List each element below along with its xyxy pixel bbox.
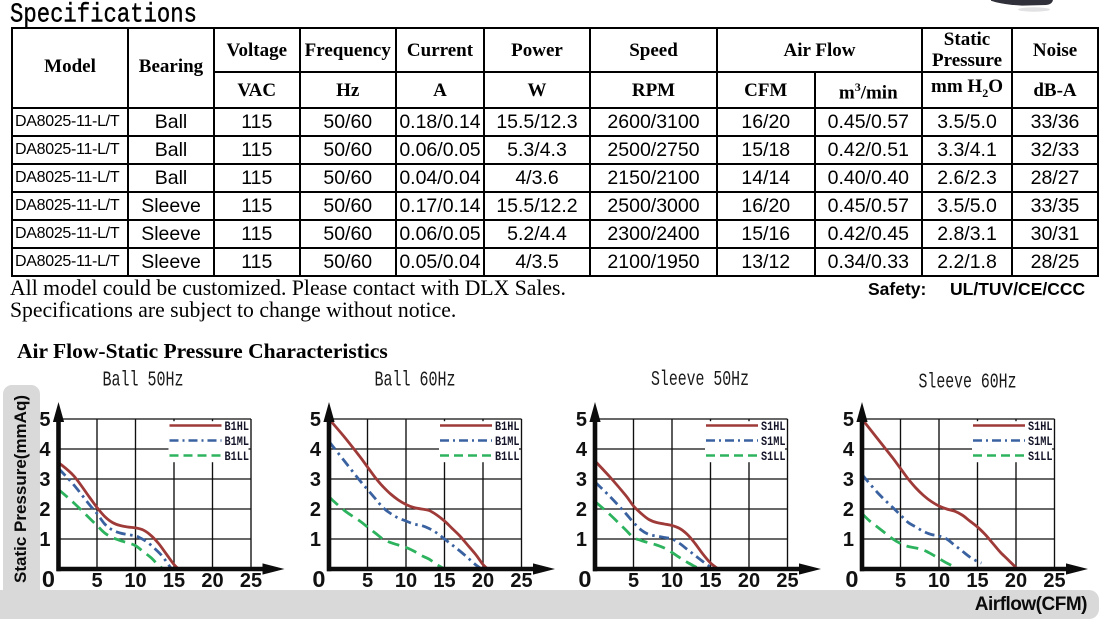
svg-text:20: 20 [1005,570,1027,592]
svg-text:0: 0 [312,566,325,592]
svg-text:Sleeve 50Hz: Sleeve 50Hz [651,369,749,392]
svg-text:5: 5 [843,409,854,431]
svg-text:1: 1 [310,529,321,551]
svg-text:3: 3 [843,469,854,491]
svg-text:S1HL: S1HL [1028,419,1053,434]
svg-text:S1HL: S1HL [761,419,786,434]
svg-text:B1LL: B1LL [495,449,520,464]
svg-text:4: 4 [310,439,322,461]
svg-text:S1ML: S1ML [1028,434,1053,449]
svg-text:B1ML: B1ML [225,434,250,449]
svg-text:5: 5 [576,409,587,431]
svg-text:25: 25 [776,570,798,592]
svg-text:0: 0 [42,566,55,592]
svg-text:0: 0 [845,566,858,592]
svg-text:B1ML: B1ML [495,434,520,449]
svg-text:Ball 50Hz: Ball 50Hz [103,370,184,393]
svg-text:3: 3 [39,469,50,491]
svg-text:15: 15 [966,570,988,592]
svg-text:20: 20 [472,570,494,592]
svg-text:B1LL: B1LL [225,449,250,464]
svg-text:3: 3 [310,469,321,491]
svg-text:4: 4 [843,439,855,461]
svg-text:25: 25 [1043,570,1065,592]
svg-text:25: 25 [240,570,262,592]
svg-text:S1ML: S1ML [761,434,786,449]
svg-text:S1LL: S1LL [1028,449,1053,464]
svg-text:10: 10 [928,570,950,592]
svg-text:3: 3 [576,469,587,491]
svg-text:20: 20 [738,570,760,592]
svg-text:10: 10 [661,570,683,592]
svg-text:15: 15 [433,570,455,592]
svg-text:5: 5 [310,409,321,431]
svg-text:4: 4 [576,439,588,461]
svg-text:2: 2 [310,499,321,521]
svg-text:5: 5 [39,409,50,431]
svg-text:25: 25 [510,570,532,592]
svg-text:5: 5 [628,570,639,592]
svg-text:10: 10 [395,570,417,592]
svg-text:B1HL: B1HL [225,419,250,434]
svg-text:1: 1 [39,529,50,551]
svg-text:5: 5 [362,570,373,592]
svg-text:2: 2 [576,499,587,521]
svg-text:4: 4 [39,439,51,461]
svg-text:1: 1 [576,529,587,551]
svg-text:10: 10 [124,570,146,592]
svg-text:2: 2 [39,499,50,521]
svg-text:Sleeve 60Hz: Sleeve 60Hz [919,371,1017,394]
svg-text:B1HL: B1HL [495,419,520,434]
svg-text:Specifications: Specifications [10,1,197,31]
svg-text:5: 5 [91,570,102,592]
svg-text:0: 0 [578,566,591,592]
svg-text:15: 15 [163,570,185,592]
svg-text:1: 1 [843,529,854,551]
svg-text:20: 20 [201,570,223,592]
svg-text:2: 2 [843,499,854,521]
svg-text:15: 15 [699,570,721,592]
svg-text:5: 5 [895,570,906,592]
svg-text:S1LL: S1LL [761,449,786,464]
svg-text:Ball 60Hz: Ball 60Hz [375,370,456,393]
